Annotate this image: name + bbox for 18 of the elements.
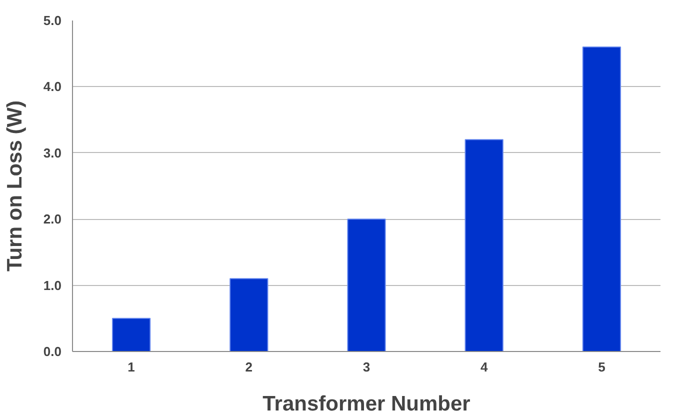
y-tick-label: 2.0 bbox=[43, 212, 62, 227]
x-tick-label: 4 bbox=[480, 360, 488, 374]
bar bbox=[347, 218, 386, 352]
y-tick-label: 0.0 bbox=[43, 344, 62, 359]
y-tick-label: 1.0 bbox=[43, 278, 62, 293]
y-axis-title: Turn on Loss (W) bbox=[3, 100, 26, 272]
bar bbox=[112, 318, 151, 352]
y-tick-label: 3.0 bbox=[43, 145, 62, 160]
x-axis-title: Transformer Number bbox=[262, 392, 470, 416]
y-tick-label: 4.0 bbox=[43, 79, 62, 94]
bar bbox=[464, 139, 504, 352]
y-tick-label: 5.0 bbox=[43, 13, 62, 28]
x-tick-label: 1 bbox=[128, 360, 135, 374]
x-tick-label: 3 bbox=[362, 360, 370, 374]
bar bbox=[230, 278, 268, 352]
x-tick-label: 5 bbox=[598, 360, 606, 374]
bar bbox=[582, 46, 622, 352]
x-tick-label: 2 bbox=[245, 360, 253, 374]
